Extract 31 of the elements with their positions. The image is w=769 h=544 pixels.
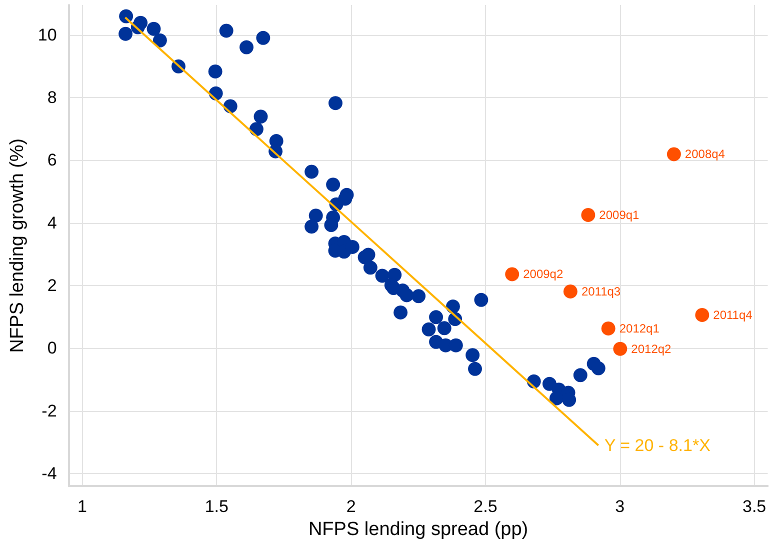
point — [563, 284, 578, 298]
y-tick-label: 2 — [47, 276, 57, 296]
point — [613, 342, 628, 356]
point — [666, 147, 681, 162]
x-tick-label: 3 — [615, 497, 625, 516]
data-label: 2009q2 — [523, 267, 564, 282]
point — [601, 321, 616, 336]
y-tick-label: 6 — [47, 150, 57, 170]
point — [505, 267, 520, 282]
y-tick-label: -2 — [42, 401, 57, 420]
data-label: 2012q1 — [619, 321, 660, 336]
x-tick-label: 1.5 — [204, 497, 228, 516]
annotation: Y = 20 - 8.1*X — [604, 436, 710, 455]
data-label: 2011q4 — [713, 308, 753, 322]
y-axis-title: NFPS lending growth (%) — [7, 138, 28, 353]
data-label: 2012q2 — [631, 342, 672, 356]
y-tick-label: 8 — [47, 88, 57, 107]
y-tick-label: 4 — [47, 213, 57, 232]
data-label: 2008q4 — [684, 147, 726, 162]
y-tick-label: -4 — [42, 464, 57, 484]
data-label: 2009q1 — [599, 208, 640, 222]
y-tick-label: 10 — [38, 25, 57, 44]
x-tick-label: 2.5 — [474, 497, 498, 516]
x-tick-label: 2 — [346, 497, 356, 516]
x-tick-label: 1 — [78, 497, 87, 516]
point — [581, 208, 596, 222]
point — [695, 308, 710, 322]
y-tick-label: 0 — [47, 338, 57, 358]
x-tick-label: 3.5 — [742, 497, 766, 516]
x-axis-title: NFPS lending spread (pp) — [308, 519, 528, 540]
data-label: 2011q3 — [581, 284, 621, 298]
